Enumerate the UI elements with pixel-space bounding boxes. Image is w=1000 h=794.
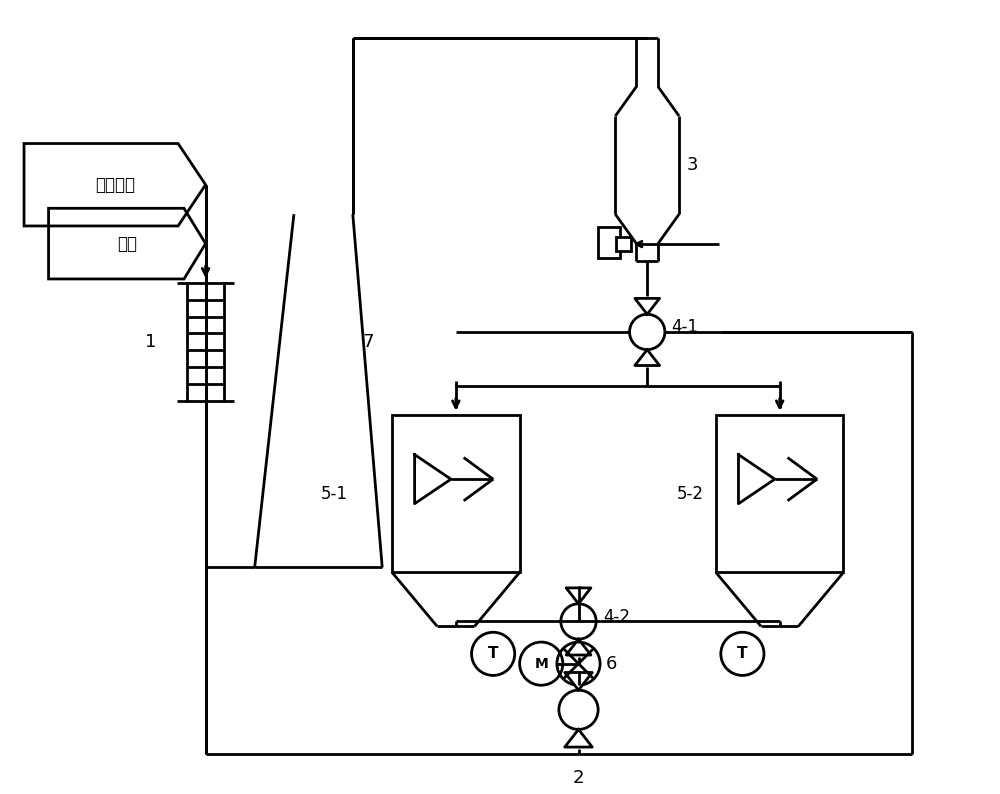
Text: 5-1: 5-1 — [321, 485, 348, 503]
Text: 6: 6 — [606, 655, 617, 673]
Text: 4-2: 4-2 — [603, 607, 630, 626]
Text: 氨气: 氨气 — [117, 234, 137, 252]
Text: M: M — [534, 657, 548, 671]
Text: 2: 2 — [573, 769, 584, 787]
Bar — [598, 227, 620, 258]
Polygon shape — [566, 588, 591, 603]
Text: 3: 3 — [687, 156, 698, 174]
Text: T: T — [737, 646, 748, 661]
Polygon shape — [565, 673, 592, 690]
Bar — [392, 415, 520, 572]
Bar — [616, 237, 631, 252]
Text: 1: 1 — [145, 333, 157, 351]
Polygon shape — [635, 349, 660, 365]
Text: 5-2: 5-2 — [677, 485, 704, 503]
Polygon shape — [565, 730, 592, 747]
Polygon shape — [566, 639, 591, 655]
Text: 低温烟气: 低温烟气 — [95, 175, 135, 194]
Polygon shape — [635, 299, 660, 314]
Text: 7: 7 — [363, 333, 374, 351]
Bar — [716, 415, 843, 572]
Bar — [187, 283, 224, 401]
Text: T: T — [488, 646, 498, 661]
Text: 4-1: 4-1 — [672, 318, 699, 336]
